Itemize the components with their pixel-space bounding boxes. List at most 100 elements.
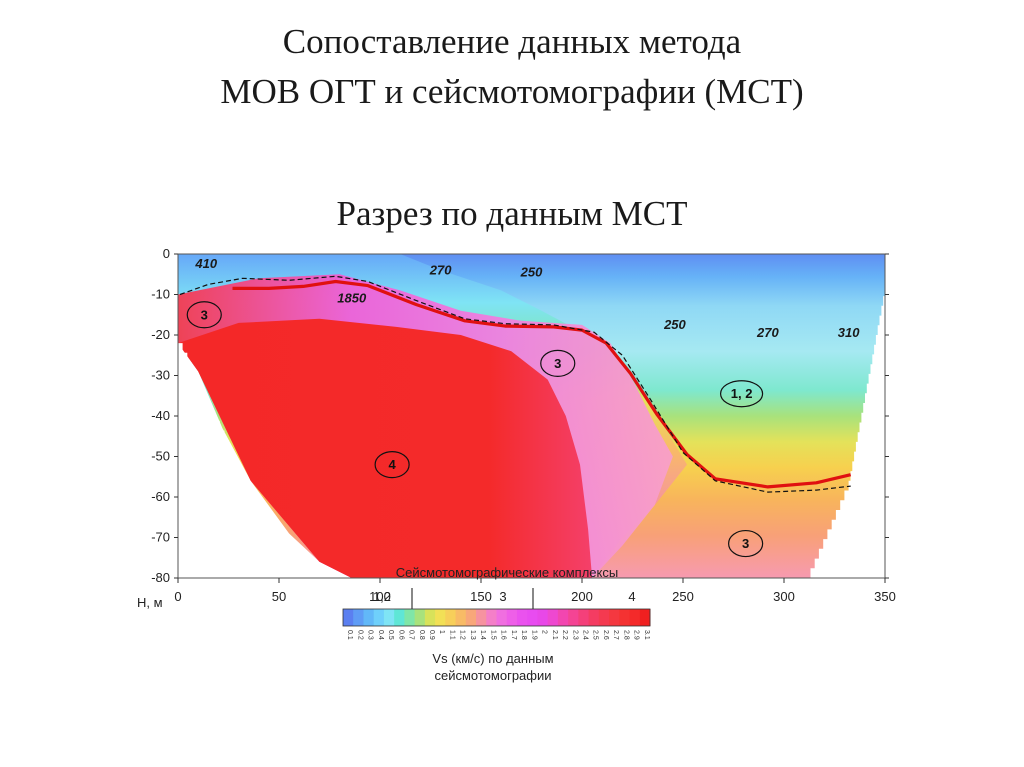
colorbar-swatch	[588, 609, 600, 626]
colorbar-tick-label: 0.6	[397, 630, 404, 640]
colorbar-tick-label: 2	[541, 630, 548, 634]
slide-title-line2: МОВ ОГТ и сейсмотомографии (МСТ)	[220, 72, 804, 111]
colorbar-tick-label: 0.5	[387, 630, 394, 640]
colorbar-swatch	[547, 609, 559, 626]
y-tick-label: -50	[151, 449, 170, 464]
y-tick-label: -80	[151, 570, 170, 585]
complex-legend-label: 1,2	[373, 589, 391, 604]
slide-title-line1: Сопоставление данных метода	[282, 22, 742, 61]
colorbar-tick-label: 1.2	[459, 630, 466, 640]
colorbar-tick-label: 0.2	[356, 630, 363, 640]
colorbar-tick-label: 3.1	[643, 630, 650, 640]
complexes-title: Сейсмотомографические комплексы	[396, 565, 618, 580]
chart-subtitle: Разрез по данным МСТ	[336, 194, 688, 233]
red-core	[178, 318, 593, 578]
velocity-label: 410	[194, 256, 217, 271]
velocity-label: 310	[838, 325, 860, 340]
colorbar-tick-label: 2.3	[571, 630, 578, 640]
colorbar-swatch	[353, 609, 364, 626]
x-tick-label: 50	[272, 589, 286, 604]
velocity-label: 270	[756, 325, 779, 340]
colorbar-swatch	[363, 609, 375, 626]
colorbar-tick-label: 2.1	[551, 630, 558, 640]
x-tick-label: 200	[571, 589, 593, 604]
colorbar-label-line1: Vs (км/с) по данным	[432, 651, 553, 666]
colorbar-tick-label: 1.6	[500, 630, 507, 640]
colorbar-tick-label: 0.9	[428, 630, 435, 640]
colorbar-swatch	[537, 609, 549, 626]
x-tick-label: 350	[874, 589, 896, 604]
colorbar-swatch	[506, 609, 518, 626]
colorbar-swatch	[619, 609, 631, 626]
velocity-label: 250	[520, 264, 543, 279]
section-mask-right	[806, 286, 885, 578]
x-tick-label: 100	[369, 589, 391, 604]
colorbar-tick-label: 2.5	[592, 630, 599, 640]
colorbar-swatch	[465, 609, 477, 626]
x-tick-label: 300	[773, 589, 795, 604]
colorbar-tick-label: 2.4	[581, 630, 588, 640]
complex-marker-label: 3	[742, 536, 749, 551]
colorbar-tick-label: 2.9	[633, 630, 640, 640]
y-tick-label: -70	[151, 530, 170, 545]
complex-marker-label: 1, 2	[731, 386, 753, 401]
complex-marker-ellipse	[719, 380, 764, 408]
colorbar-swatch	[578, 609, 590, 626]
y-tick-label: -10	[151, 287, 170, 302]
colorbar-swatch	[343, 609, 354, 626]
colorbar-swatch	[527, 609, 538, 626]
colorbar-swatch	[445, 609, 457, 626]
colorbar-tick-label: 1.9	[530, 630, 537, 640]
complex-marker-label: 3	[201, 307, 208, 322]
velocity-label: 1850	[337, 291, 367, 306]
colorbar-swatch	[486, 609, 497, 626]
colorbar-tick-label: 1	[438, 630, 445, 634]
colorbar-tick-label: 1.4	[479, 630, 486, 640]
complex-marker-ellipse	[186, 301, 222, 329]
x-tick-label: 250	[672, 589, 694, 604]
colorbar-tick-label: 2.7	[612, 630, 619, 640]
colorbar-swatch	[568, 609, 579, 626]
colorbar-swatch	[373, 609, 385, 626]
colorbar-tick-label: 1.3	[469, 630, 476, 640]
colorbar-tick-label: 2.2	[561, 630, 568, 640]
colorbar-swatch	[435, 609, 446, 626]
colorbar-tick-label: 1.5	[489, 630, 496, 640]
colorbar-tick-label: 0.4	[377, 630, 384, 640]
colorbar-tick-label: 0.7	[408, 630, 415, 640]
boundary-dashed-line	[179, 275, 851, 493]
colorbar-tick-label: 0.1	[346, 630, 353, 640]
section-mask-left	[178, 343, 352, 587]
colorbar-swatch	[516, 609, 528, 626]
colorbar-tick-label: 1.7	[510, 630, 517, 640]
y-tick-label: -60	[151, 489, 170, 504]
complex-marker-ellipse	[728, 529, 764, 558]
colorbar-swatch	[404, 609, 416, 626]
x-tick-label: 150	[470, 589, 492, 604]
colorbar-swatch	[414, 609, 426, 626]
velocity-label: 250	[663, 317, 686, 332]
colorbar-swatch	[609, 609, 620, 626]
colorbar-frame	[342, 608, 651, 627]
complex-legend-label: 4	[628, 589, 635, 604]
colorbar-tick-label: 1.1	[448, 630, 455, 640]
colorbar-swatch	[639, 609, 651, 626]
axes: 0 -10 -20 -30 -40 -50 -60 -70 -80 0 50 100 150 200 250…	[137, 246, 896, 610]
colorbar-tick-label: 0.3	[367, 630, 374, 640]
colorbar-swatch	[557, 609, 569, 626]
complex-marker-ellipse	[540, 349, 576, 377]
colorbar-label-line2: сейсмотомографии	[435, 668, 552, 683]
colorbar-tick-label: 1.8	[520, 630, 527, 640]
colorbar-tick-label: 0.8	[418, 630, 425, 640]
colorbar-tick-label: 2.8	[622, 630, 629, 640]
colorbar-tick-label: 2.6	[602, 630, 609, 640]
colorbar-swatch	[629, 609, 641, 626]
x-tick-label: 0	[174, 589, 181, 604]
y-tick-label: -30	[151, 368, 170, 383]
colorbar-swatch	[598, 609, 610, 626]
colorbar-swatch	[424, 609, 436, 626]
colorbar-swatch	[496, 609, 508, 626]
plot-area: 410 270 250 1850 250 270 310 3 3 1, 2 4 3	[178, 254, 885, 587]
